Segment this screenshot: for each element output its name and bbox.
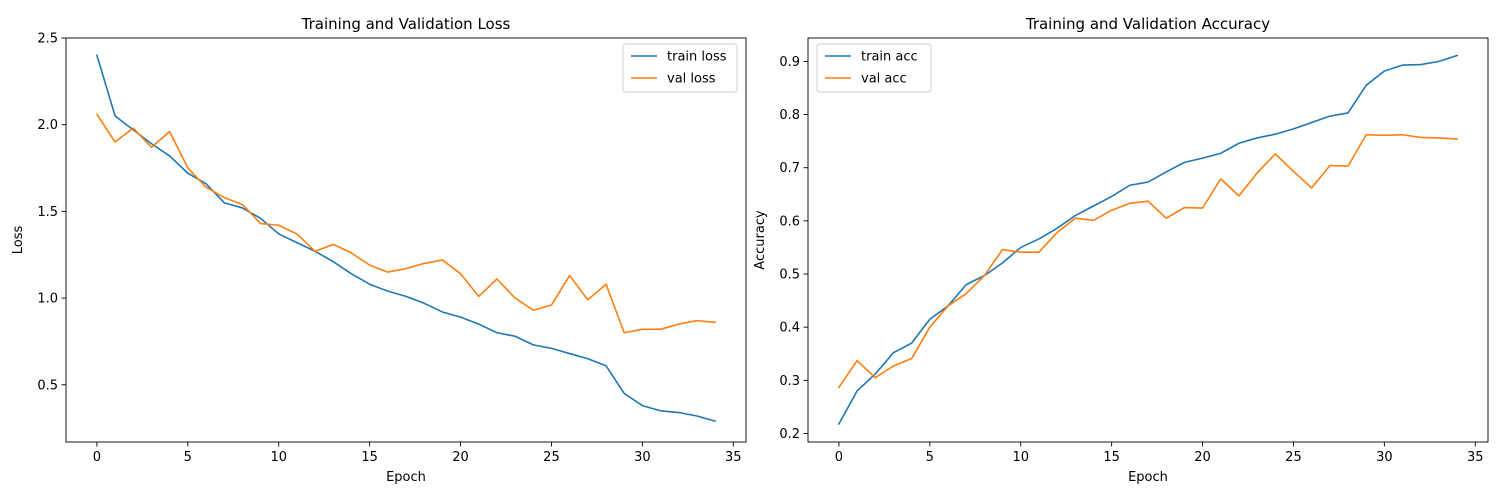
x-tick-label: 35 [1467, 450, 1484, 465]
y-tick-label: 0.9 [779, 55, 800, 70]
x-tick-label: 0 [93, 450, 101, 465]
y-tick-label: 0.7 [779, 161, 800, 176]
x-tick-label: 15 [1103, 450, 1120, 465]
y-tick-label: 0.8 [779, 108, 800, 123]
y-tick-label: 1.0 [37, 292, 58, 307]
x-tick-label: 20 [1194, 450, 1211, 465]
chart-panel-0: 0 5 10 15 20 25 30 35 0.5 1.0 1.5 2.0 2.5 Training an… [11, 15, 747, 485]
x-tick-label: 5 [926, 450, 934, 465]
y-axis-label: Loss [11, 226, 26, 255]
y-tick-label: 0.5 [779, 268, 800, 283]
x-tick-label: 25 [543, 450, 560, 465]
y-tick-label: 2.5 [37, 32, 58, 47]
x-tick-label: 5 [184, 450, 192, 465]
y-axis-label: Accuracy [753, 210, 768, 270]
chart-panel-1: 0 5 10 15 20 25 30 35 0.2 0.3 0.4 0.5 0.6 0.7 0.8 0.9 Tr… [753, 15, 1489, 485]
y-tick-label: 0.6 [779, 214, 800, 229]
plot-frame [65, 37, 747, 443]
x-tick-label: 25 [1285, 450, 1302, 465]
x-tick-label: 10 [1012, 450, 1029, 465]
y-tick-label: 1.5 [37, 205, 58, 220]
legend-label: train acc [861, 50, 918, 65]
x-tick-label: 10 [270, 450, 287, 465]
y-tick-label: 0.5 [37, 378, 58, 393]
series-line-train-loss [95, 54, 717, 423]
series-line-val-loss [95, 113, 716, 334]
x-axis-label: Epoch [1128, 470, 1168, 485]
x-tick-label: 15 [361, 450, 378, 465]
x-tick-label: 0 [835, 450, 843, 465]
y-tick-label: 0.3 [779, 374, 800, 389]
y-tick-label: 0.4 [779, 321, 800, 336]
chart-title: Training and Validation Accuracy [1025, 15, 1270, 33]
legend-label: val loss [667, 72, 716, 87]
legend-label: val acc [861, 72, 907, 87]
y-tick-label: 2.0 [37, 118, 58, 133]
x-axis-label: Epoch [386, 470, 426, 485]
series-line-train-acc [837, 54, 1459, 426]
series-line-val-acc [837, 133, 1458, 389]
x-tick-label: 35 [725, 450, 742, 465]
x-tick-label: 30 [1376, 450, 1393, 465]
x-tick-label: 20 [452, 450, 469, 465]
y-tick-label: 0.2 [779, 427, 800, 442]
legend-label: train loss [667, 50, 727, 65]
chart-title: Training and Validation Loss [301, 15, 511, 33]
plot-frame [807, 37, 1489, 443]
x-tick-label: 30 [634, 450, 651, 465]
